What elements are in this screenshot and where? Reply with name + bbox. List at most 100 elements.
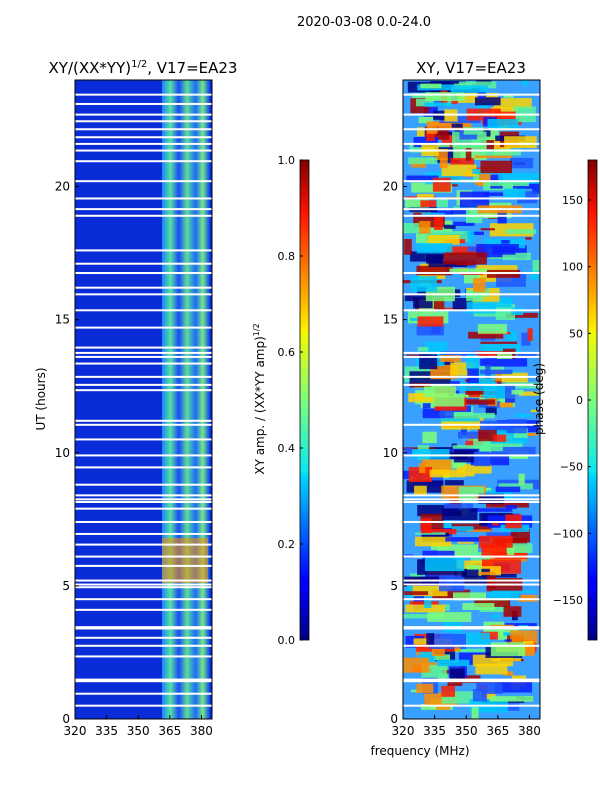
amp-flagged-row [75,627,212,630]
phase-noise-patch [521,332,531,346]
phase-flagged-row [403,309,540,312]
phase-noise-patch [484,192,503,196]
phase-noise-patch [487,119,519,130]
phase-noise-patch [429,469,466,478]
phase-noise-patch [476,102,488,114]
amp-x-tick-label: 335 [95,724,118,738]
phase-noise-patch [453,592,486,601]
phase-colorbar-tick-label: −50 [560,461,583,474]
phase-noise-patch [438,526,474,532]
phase-panel: XY, V17=EA23 320 335 350 365 380 0 5 10 15 20 fr… [370,59,540,758]
phase-noise-patch [503,606,522,617]
phase-noise-patch [414,485,427,496]
amp-colorbar-tick-label: 0.2 [278,538,296,551]
phase-noise-patch [505,623,537,627]
phase-noise-patch [466,529,492,532]
phase-noise-patch [422,431,437,444]
phase-noise-patch [452,298,473,310]
phase-x-axis: 320 335 350 365 380 [392,715,541,738]
phase-flagged-row [403,351,540,354]
phase-flagged-row [403,383,540,386]
phase-flagged-row [403,128,540,131]
phase-noise-patch [417,504,462,517]
amp-flagged-row [75,142,212,145]
phase-noise-patch [473,277,486,293]
phase-flagged-row [403,626,540,629]
phase-noise-patch [439,415,480,422]
phase-noise-patch [416,243,453,254]
phase-noise-patch [466,354,479,371]
phase-colorbar-tick-label: 50 [569,327,583,340]
amp-colorbar-tick-label: 1.0 [278,154,296,167]
phase-noise-patch [462,603,495,610]
phase-noise-patch [487,592,520,599]
phase-noise-patch [495,304,515,320]
phase-noise-patch [417,127,425,137]
amp-flagged-row [75,262,212,265]
amp-bright-band [162,80,210,719]
amp-flagged-row [75,362,212,365]
amp-flagged-row [75,93,212,96]
amp-flagged-row [75,636,212,639]
amp-flagged-row [75,113,212,116]
phase-colorbar-label: phase (deg) [532,363,546,435]
phase-noise-patch [449,268,491,273]
phase-noise-patch [506,419,527,434]
phase-noise-patch [498,483,533,490]
amp-flagged-row [75,655,212,658]
phase-noise-patch [518,473,525,485]
phase-noise-patch [447,678,463,686]
phase-noise-patch [463,127,484,135]
phase-noise-patch [488,181,529,187]
phase-noise-patch [438,307,466,310]
amp-y-tick-label: 10 [55,446,70,460]
phase-x-axis-label: frequency (MHz) [370,744,469,758]
amp-flagged-row [75,579,212,582]
phase-noise-patch [505,398,515,403]
amp-flagged-row [75,389,212,392]
phase-noise-patch [470,508,513,512]
phase-noise-patch [403,223,420,234]
phase-noise-patch [505,505,517,509]
phase-noise-patch [424,528,457,535]
phase-noise-patch [457,541,474,544]
phase-noise-patch [466,301,512,314]
phase-noise-patch [494,680,532,693]
phase-noise-patch [439,575,465,592]
amp-y-tick-label: 15 [55,313,70,327]
phase-noise-patch [419,354,438,370]
amp-flagged-row [75,293,212,296]
amp-colorbar-ticks: 0.0 0.2 0.4 0.6 0.8 1.0 [278,154,303,647]
amp-flagged-row [75,555,212,558]
amp-y-axis-label: UT (hours) [34,367,48,430]
phase-noise-patch [516,245,527,259]
phase-noise-patch [444,480,464,486]
phase-noise-patch [413,137,438,148]
phase-noise-patch [417,347,429,352]
amp-flagged-row [75,583,212,586]
amp-title-base: XY/(XX*YY) [49,59,132,77]
phase-noise-patch [482,574,517,578]
phase-noise-patch [443,252,487,265]
phase-noise-patch [490,446,536,455]
amp-flagged-row [75,355,212,358]
phase-flagged-row [403,93,540,96]
phase-noise-patch [510,630,538,644]
phase-colorbar-tick-label: 0 [576,394,583,407]
phase-noise-patch [477,324,507,334]
amp-colorbar-tick-label: 0.6 [278,346,296,359]
phase-plot-frame [402,79,541,720]
phase-noise-patch [525,237,532,240]
phase-noise-patch [444,503,473,509]
amp-colorbar-tick-label: 0.4 [278,442,296,455]
amp-flagged-row [75,483,212,486]
phase-noise-patch [426,121,438,134]
phase-noise-patch [420,83,442,89]
phase-noise-patch [417,193,434,198]
amp-flagged-row [75,346,212,349]
phase-noise-patch [405,604,446,613]
phase-noise-patch [471,707,479,719]
phase-noise-patch [424,102,452,107]
phase-noise-patch [481,544,507,556]
